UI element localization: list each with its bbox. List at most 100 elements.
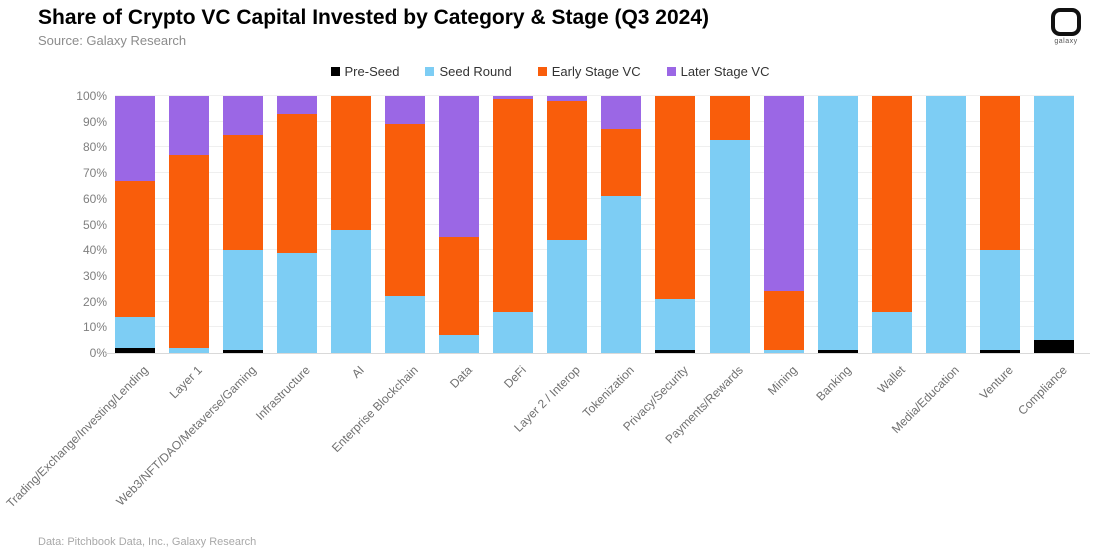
later-stage-swatch-icon — [666, 67, 676, 76]
gridline — [115, 172, 1074, 174]
bar-segment-seed-round — [493, 311, 534, 353]
gridline — [115, 146, 1074, 148]
seed-round-swatch-icon — [425, 67, 435, 76]
x-tick-label: Enterprise Blockchain — [328, 363, 421, 455]
gridline — [115, 274, 1074, 276]
gridline — [115, 197, 1074, 199]
legend-item-pre-seed: Pre-Seed — [330, 64, 400, 79]
y-tick-label: 10% — [82, 320, 107, 335]
y-tick-label: 30% — [82, 268, 107, 283]
stacked-bar — [763, 96, 804, 353]
stacked-bar — [169, 96, 210, 353]
bar-segment-early-stage-vc — [763, 291, 804, 351]
plot-area — [105, 95, 1090, 354]
stacked-bar — [655, 96, 696, 353]
bar-segment-early-stage-vc — [709, 96, 750, 140]
bar-segment-seed-round — [115, 317, 155, 348]
bar-segment-seed-round — [817, 96, 858, 351]
bar-segment-early-stage-vc — [655, 96, 696, 300]
bar-segment-pre-seed — [817, 350, 858, 353]
stacked-bar — [277, 96, 318, 353]
bar-segment-seed-round — [925, 96, 966, 353]
stacked-bar — [1033, 96, 1074, 353]
y-tick-label: 50% — [82, 217, 107, 232]
galaxy-logo: galaxy — [1046, 8, 1086, 45]
page-title: Share of Crypto VC Capital Invested by C… — [38, 6, 710, 29]
bar-segment-later-stage-vc — [115, 96, 155, 181]
bar-segment-later-stage-vc — [439, 96, 480, 238]
bar-segment-early-stage-vc — [115, 180, 155, 318]
x-tick-label: Banking — [813, 363, 854, 404]
source-subtitle: Source: Galaxy Research — [38, 33, 187, 48]
legend-label-early-stage: Early Stage VC — [551, 64, 641, 79]
x-tick-label: Layer 1 — [166, 363, 205, 402]
x-tick-label: DeFi — [501, 363, 529, 391]
y-tick-label: 60% — [82, 191, 107, 206]
x-tick-label: Infrastructure — [253, 363, 313, 423]
bar-segment-seed-round — [169, 347, 210, 353]
gridline — [115, 95, 1074, 96]
bar-segment-seed-round — [1033, 96, 1074, 341]
bar-segment-early-stage-vc — [223, 134, 264, 251]
bar-group — [115, 96, 1074, 353]
y-tick-label: 40% — [82, 243, 107, 258]
bar-segment-early-stage-vc — [493, 98, 534, 312]
x-axis-labels: Trading/Exchange/Investing/Lending Layer … — [4, 353, 1074, 528]
bar-segment-early-stage-vc — [385, 124, 426, 297]
legend-item-seed-round: Seed Round — [425, 64, 512, 79]
y-axis: 0% 10% 20% 30% 40% 50% 60% 70% 80% 90% 100% — [55, 89, 107, 360]
stacked-bar — [925, 96, 966, 353]
bar-segment-early-stage-vc — [601, 129, 642, 197]
bar-segment-seed-round — [871, 311, 912, 353]
bar-segment-seed-round — [385, 296, 426, 353]
bar-segment-seed-round — [979, 250, 1020, 351]
y-tick-label: 70% — [82, 166, 107, 181]
bar-segment-seed-round — [763, 350, 804, 353]
x-tick-label: Tokenization — [579, 363, 637, 421]
legend-label-pre-seed: Pre-Seed — [344, 64, 400, 79]
bar-segment-later-stage-vc — [277, 96, 318, 115]
legend-label-seed-round: Seed Round — [439, 64, 512, 79]
stacked-bar — [979, 96, 1020, 353]
bar-segment-pre-seed — [979, 350, 1020, 353]
x-axis-line — [105, 353, 1090, 354]
x-tick-label: Data — [447, 363, 475, 391]
gridline — [115, 223, 1074, 225]
galaxy-logo-word: galaxy — [1054, 38, 1078, 45]
stacked-bar — [331, 96, 372, 353]
bar-segment-later-stage-vc — [547, 96, 588, 102]
stacked-bar — [223, 96, 264, 353]
y-tick-label: 90% — [82, 114, 107, 129]
bar-segment-early-stage-vc — [439, 237, 480, 336]
bar-segment-later-stage-vc — [223, 96, 264, 135]
stacked-bar — [817, 96, 858, 353]
stacked-bar — [547, 96, 588, 353]
stacked-bar — [493, 96, 534, 353]
bar-segment-early-stage-vc — [169, 155, 210, 348]
legend-label-later-stage: Later Stage VC — [680, 64, 770, 79]
footer-credit: Data: Pitchbook Data, Inc., Galaxy Resea… — [38, 536, 257, 548]
bar-segment-pre-seed — [655, 350, 696, 353]
bar-segment-seed-round — [655, 299, 696, 351]
bar-segment-later-stage-vc — [601, 96, 642, 130]
bar-segment-later-stage-vc — [763, 96, 804, 292]
y-tick-label: 100% — [76, 89, 107, 103]
y-tick-label: 0% — [89, 346, 107, 360]
bar-segment-early-stage-vc — [979, 96, 1020, 251]
stacked-bar — [871, 96, 912, 353]
early-stage-swatch-icon — [537, 67, 547, 76]
legend-item-early-stage: Early Stage VC — [537, 64, 641, 79]
bar-segment-later-stage-vc — [385, 96, 426, 125]
x-tick-label: Venture — [976, 363, 1016, 403]
legend-item-later-stage: Later Stage VC — [666, 64, 770, 79]
bar-segment-early-stage-vc — [277, 114, 318, 253]
bar-segment-early-stage-vc — [547, 101, 588, 240]
stacked-bar — [385, 96, 426, 353]
bar-segment-later-stage-vc — [493, 96, 534, 99]
bar-segment-seed-round — [277, 252, 318, 353]
y-tick-label: 80% — [82, 140, 107, 155]
bar-segment-seed-round — [601, 196, 642, 353]
bar-segment-seed-round — [331, 229, 372, 353]
gridline — [115, 249, 1074, 251]
gridline — [115, 120, 1074, 122]
